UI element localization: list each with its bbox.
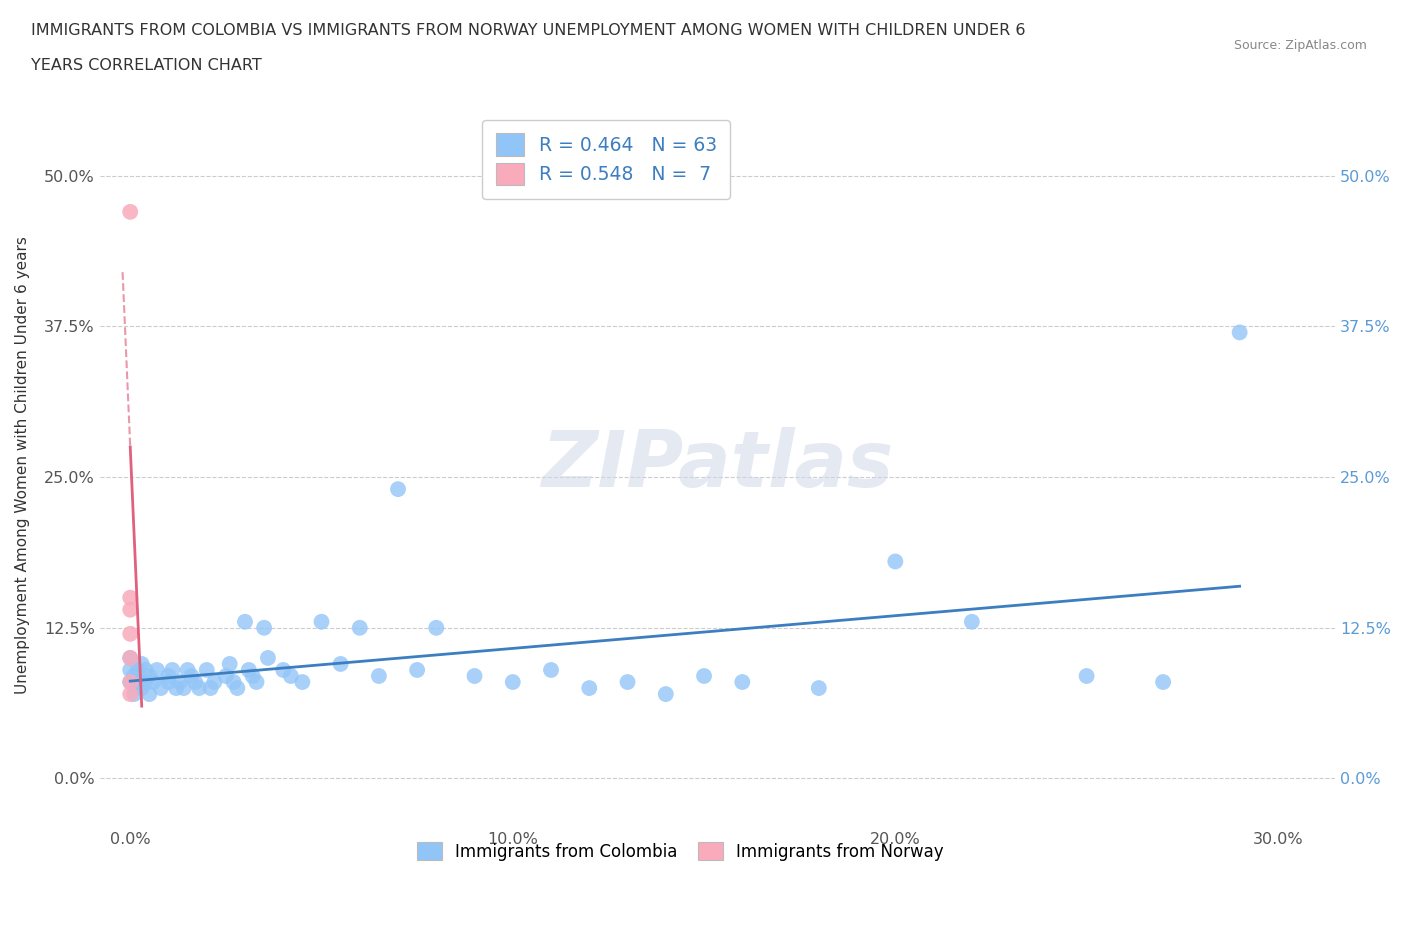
Point <box>142 674 165 689</box>
Point <box>120 650 142 665</box>
Point <box>540 662 562 677</box>
Point <box>146 662 169 677</box>
Point <box>257 650 280 665</box>
Point <box>157 669 180 684</box>
Point <box>180 669 202 684</box>
Point <box>127 674 149 689</box>
Point <box>135 662 157 677</box>
Point <box>238 662 260 677</box>
Point <box>233 615 256 630</box>
Point <box>120 686 142 701</box>
Point <box>616 674 638 689</box>
Point <box>120 674 142 689</box>
Point <box>149 681 172 696</box>
Point <box>329 657 352 671</box>
Point <box>1076 669 1098 684</box>
Point <box>165 681 187 696</box>
Point <box>169 674 191 689</box>
Point <box>184 674 207 689</box>
Point <box>157 674 180 689</box>
Point <box>120 650 142 665</box>
Text: ZIPatlas: ZIPatlas <box>541 427 894 503</box>
Point <box>122 686 145 701</box>
Point <box>242 669 264 684</box>
Point <box>960 615 983 630</box>
Point <box>215 669 238 684</box>
Point <box>195 662 218 677</box>
Point <box>271 662 294 677</box>
Text: IMMIGRANTS FROM COLOMBIA VS IMMIGRANTS FROM NORWAY UNEMPLOYMENT AMONG WOMEN WITH: IMMIGRANTS FROM COLOMBIA VS IMMIGRANTS F… <box>31 23 1025 38</box>
Y-axis label: Unemployment Among Women with Children Under 6 years: Unemployment Among Women with Children U… <box>15 236 30 694</box>
Point <box>280 669 302 684</box>
Point <box>176 662 198 677</box>
Point <box>502 674 524 689</box>
Point <box>120 591 142 605</box>
Point <box>218 657 240 671</box>
Point <box>387 482 409 497</box>
Point <box>1229 325 1251 339</box>
Text: YEARS CORRELATION CHART: YEARS CORRELATION CHART <box>31 58 262 73</box>
Point <box>162 662 184 677</box>
Point <box>655 686 678 701</box>
Point <box>406 662 429 677</box>
Point <box>122 669 145 684</box>
Point <box>135 674 157 689</box>
Point <box>807 681 830 696</box>
Point <box>202 674 225 689</box>
Point <box>138 669 160 684</box>
Point <box>884 554 907 569</box>
Point <box>120 674 142 689</box>
Point <box>173 681 195 696</box>
Point <box>463 669 485 684</box>
Point <box>226 681 249 696</box>
Point <box>188 681 211 696</box>
Point <box>731 674 754 689</box>
Point <box>693 669 716 684</box>
Legend: Immigrants from Colombia, Immigrants from Norway: Immigrants from Colombia, Immigrants fro… <box>409 833 952 869</box>
Point <box>425 620 447 635</box>
Point <box>120 662 142 677</box>
Point <box>1152 674 1174 689</box>
Point <box>120 627 142 642</box>
Point <box>200 681 222 696</box>
Point <box>311 615 333 630</box>
Point <box>253 620 276 635</box>
Point <box>349 620 371 635</box>
Text: Source: ZipAtlas.com: Source: ZipAtlas.com <box>1233 39 1367 52</box>
Point <box>578 681 600 696</box>
Point <box>131 681 153 696</box>
Point <box>138 686 160 701</box>
Point <box>120 205 142 219</box>
Point <box>245 674 267 689</box>
Point <box>120 603 142 618</box>
Point <box>222 674 245 689</box>
Point <box>367 669 389 684</box>
Point <box>291 674 314 689</box>
Point <box>127 662 149 677</box>
Point <box>131 657 153 671</box>
